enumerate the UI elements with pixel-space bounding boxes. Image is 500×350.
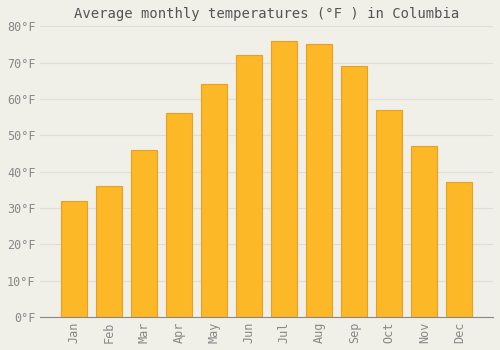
Bar bbox=[61, 201, 87, 317]
Bar bbox=[306, 44, 332, 317]
Bar bbox=[271, 41, 297, 317]
Bar bbox=[236, 55, 262, 317]
Title: Average monthly temperatures (°F ) in Columbia: Average monthly temperatures (°F ) in Co… bbox=[74, 7, 460, 21]
Bar bbox=[201, 84, 228, 317]
Bar bbox=[376, 110, 402, 317]
Bar bbox=[131, 150, 157, 317]
Bar bbox=[341, 66, 367, 317]
Bar bbox=[411, 146, 438, 317]
Bar bbox=[96, 186, 122, 317]
Bar bbox=[166, 113, 192, 317]
Bar bbox=[446, 182, 472, 317]
